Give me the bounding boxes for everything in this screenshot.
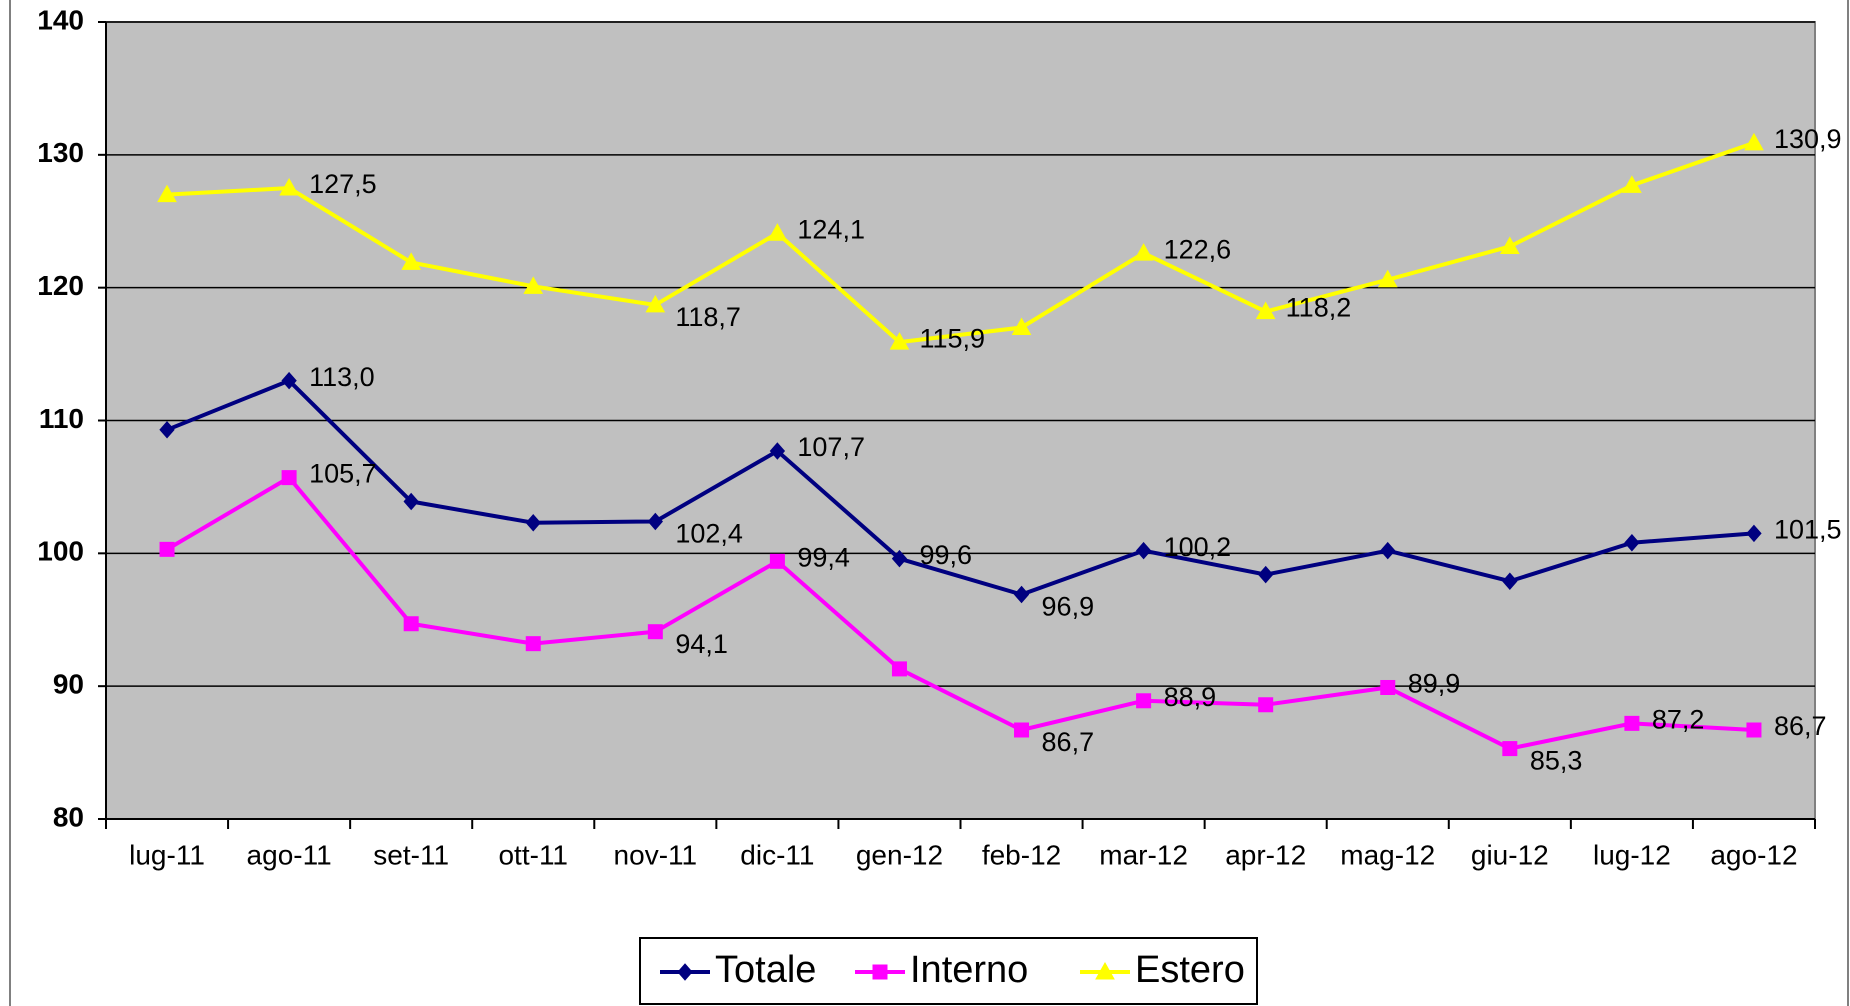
data-point bbox=[1133, 243, 1154, 261]
data-point bbox=[1380, 679, 1396, 695]
x-tick-label: ago-11 bbox=[247, 839, 332, 870]
data-point bbox=[1013, 585, 1030, 604]
y-tick-label: 100 bbox=[37, 536, 84, 567]
data-point bbox=[647, 512, 663, 531]
data-point bbox=[767, 223, 788, 241]
data-point bbox=[1624, 715, 1640, 731]
data-point bbox=[647, 624, 663, 640]
data-point bbox=[769, 553, 785, 569]
x-tick-label: dic-11 bbox=[740, 839, 814, 870]
data-label: 107,7 bbox=[797, 432, 865, 462]
data-label: 102,4 bbox=[675, 519, 743, 549]
data-label: 118,7 bbox=[675, 302, 741, 332]
data-point bbox=[1744, 132, 1764, 151]
data-label: 101,5 bbox=[1774, 515, 1842, 545]
data-point bbox=[1258, 697, 1274, 713]
data-point bbox=[281, 470, 297, 486]
legend-marker bbox=[677, 963, 693, 981]
data-point bbox=[769, 442, 786, 460]
legend-box bbox=[639, 937, 1258, 1005]
data-point bbox=[1502, 741, 1518, 757]
data-point bbox=[403, 616, 419, 632]
data-label: 124,1 bbox=[797, 214, 865, 244]
data-point bbox=[1380, 541, 1396, 560]
data-point bbox=[1502, 572, 1518, 590]
x-tick-label: feb-12 bbox=[982, 839, 1061, 870]
data-point bbox=[1746, 722, 1762, 738]
data-point bbox=[281, 371, 297, 390]
data-point bbox=[889, 332, 910, 350]
data-label: 118,2 bbox=[1286, 293, 1352, 323]
chart-border bbox=[9, 0, 1849, 1006]
data-point bbox=[1624, 533, 1640, 552]
x-tick-label: nov-11 bbox=[614, 839, 698, 870]
legend-label: Estero bbox=[1135, 949, 1245, 991]
data-point bbox=[1014, 722, 1030, 738]
data-point bbox=[403, 492, 419, 511]
legend-marker bbox=[872, 964, 888, 980]
legend-marker bbox=[1095, 961, 1115, 980]
series-line bbox=[166, 475, 1755, 751]
data-label: 127,5 bbox=[309, 169, 377, 199]
data-label: 89,9 bbox=[1408, 669, 1461, 699]
data-label: 113,0 bbox=[309, 362, 375, 392]
legend-label: Interno bbox=[910, 949, 1028, 991]
data-point bbox=[645, 294, 666, 313]
series-line bbox=[166, 140, 1755, 345]
data-point bbox=[1622, 175, 1642, 193]
data-label: 88,9 bbox=[1164, 682, 1217, 712]
data-label: 105,7 bbox=[309, 459, 377, 489]
y-tick-label: 90 bbox=[53, 669, 84, 700]
data-label: 87,2 bbox=[1652, 704, 1705, 734]
data-label: 99,6 bbox=[919, 540, 972, 570]
data-point bbox=[157, 184, 177, 203]
data-point bbox=[525, 636, 541, 652]
data-point bbox=[1011, 317, 1032, 336]
data-point bbox=[279, 178, 299, 196]
data-point bbox=[1377, 269, 1398, 288]
data-point bbox=[1135, 541, 1152, 560]
data-point bbox=[1746, 524, 1762, 543]
data-point bbox=[525, 514, 541, 532]
data-point bbox=[523, 276, 544, 294]
x-tick-label: ago-12 bbox=[1710, 839, 1797, 870]
data-point bbox=[891, 549, 908, 568]
x-tick-label: lug-12 bbox=[1593, 839, 1671, 870]
x-tick-label: lug-11 bbox=[129, 839, 205, 870]
data-label: 94,1 bbox=[675, 629, 728, 659]
data-label: 86,7 bbox=[1042, 727, 1095, 757]
y-tick-label: 120 bbox=[37, 270, 84, 301]
data-label: 115,9 bbox=[919, 323, 985, 353]
data-label: 99,4 bbox=[797, 542, 850, 572]
x-tick-label: mar-12 bbox=[1099, 839, 1188, 870]
x-tick-label: giu-12 bbox=[1471, 839, 1549, 870]
y-tick-label: 110 bbox=[39, 403, 84, 434]
y-tick-label: 130 bbox=[37, 137, 84, 168]
series-line bbox=[166, 378, 1755, 597]
x-tick-label: mag-12 bbox=[1340, 839, 1435, 870]
x-tick-label: apr-12 bbox=[1225, 839, 1306, 870]
y-tick-label: 80 bbox=[53, 801, 84, 832]
data-point bbox=[1499, 236, 1520, 254]
y-tick-label: 140 bbox=[37, 4, 84, 35]
data-label: 122,6 bbox=[1164, 234, 1232, 264]
data-point bbox=[1255, 301, 1276, 320]
data-label: 130,9 bbox=[1774, 124, 1842, 154]
data-point bbox=[1136, 693, 1152, 709]
data-point bbox=[1258, 565, 1274, 584]
x-tick-label: gen-12 bbox=[856, 839, 943, 870]
data-label: 86,7 bbox=[1774, 711, 1827, 741]
data-point bbox=[401, 252, 422, 270]
data-label: 85,3 bbox=[1530, 746, 1583, 776]
x-tick-label: set-11 bbox=[373, 839, 449, 870]
data-point bbox=[891, 661, 907, 677]
data-point bbox=[159, 541, 175, 557]
data-label: 100,2 bbox=[1164, 532, 1232, 562]
x-tick-label: ott-11 bbox=[498, 839, 568, 870]
legend-label: Totale bbox=[715, 949, 816, 991]
data-point bbox=[159, 421, 175, 439]
data-label: 96,9 bbox=[1042, 592, 1095, 622]
